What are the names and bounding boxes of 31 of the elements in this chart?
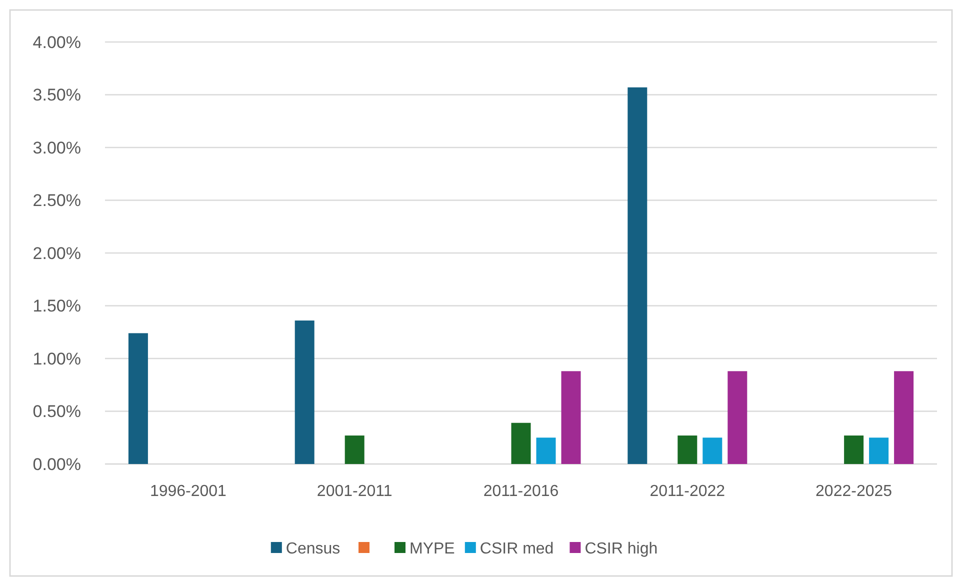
bar — [344, 436, 364, 464]
x-tick-label: 1996-2001 — [150, 483, 227, 500]
bar — [511, 422, 531, 464]
y-tick-label: 0.00% — [32, 454, 81, 474]
y-tick-label: 1.50% — [32, 296, 81, 316]
legend-label: Census — [286, 540, 340, 558]
legend-label: MYPE — [410, 540, 455, 558]
y-tick-label: 1.00% — [32, 349, 81, 368]
bar — [561, 371, 581, 464]
y-tick-label: 2.50% — [32, 191, 81, 210]
bar — [702, 438, 722, 464]
y-tick-label: 3.00% — [32, 138, 81, 158]
bar — [536, 438, 556, 464]
x-tick-label: 2011-2016 — [483, 483, 559, 500]
y-tick-label: 2.00% — [32, 244, 81, 263]
x-tick-label: 2022-2025 — [816, 483, 892, 500]
bar — [294, 320, 314, 464]
legend-label: CSIR high — [584, 540, 658, 558]
y-tick-label: 3.50% — [32, 86, 81, 105]
y-tick-label: 4.00% — [32, 32, 81, 52]
y-tick-label: 0.50% — [32, 402, 81, 422]
bar — [844, 436, 864, 464]
bar — [894, 371, 914, 464]
x-tick-label: 2001-2011 — [316, 483, 392, 500]
bar — [869, 438, 889, 464]
x-tick-label: 2011-2022 — [650, 483, 726, 500]
legend-label: CSIR med — [480, 540, 554, 558]
bar — [728, 371, 748, 464]
bar — [678, 436, 698, 464]
bar — [628, 87, 648, 464]
bar — [128, 333, 148, 464]
